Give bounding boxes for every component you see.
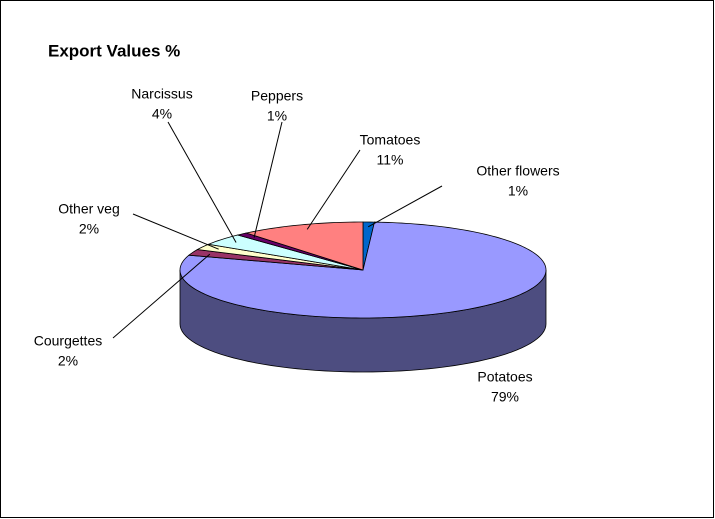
slice bbox=[207, 234, 364, 271]
leader-line bbox=[112, 253, 211, 339]
slice-value-label: 1% bbox=[267, 108, 287, 124]
slice-label: Potatoes bbox=[477, 369, 532, 385]
slice-value-label: 79% bbox=[491, 389, 519, 405]
leader-line bbox=[306, 149, 361, 230]
leader-line bbox=[132, 213, 219, 250]
slice-label: Peppers bbox=[251, 88, 303, 104]
slice-value-label: 11% bbox=[377, 152, 404, 168]
slice-label: Narcissus bbox=[131, 86, 192, 102]
slice-value-label: 1% bbox=[508, 183, 528, 199]
slice-label: Courgettes bbox=[34, 333, 102, 349]
slice-label: Other veg bbox=[58, 201, 119, 217]
leader-line bbox=[253, 121, 283, 238]
slice-value-label: 4% bbox=[152, 106, 172, 122]
slice-label: Tomatoes bbox=[360, 132, 421, 148]
leader-line bbox=[167, 121, 237, 243]
leader-line bbox=[367, 185, 443, 228]
slice-value-label: 2% bbox=[58, 353, 78, 369]
slice-label: Other flowers bbox=[476, 163, 559, 179]
slice-value-label: 2% bbox=[79, 221, 99, 237]
slice bbox=[244, 221, 364, 271]
chart-title: Export Values % bbox=[48, 41, 180, 60]
